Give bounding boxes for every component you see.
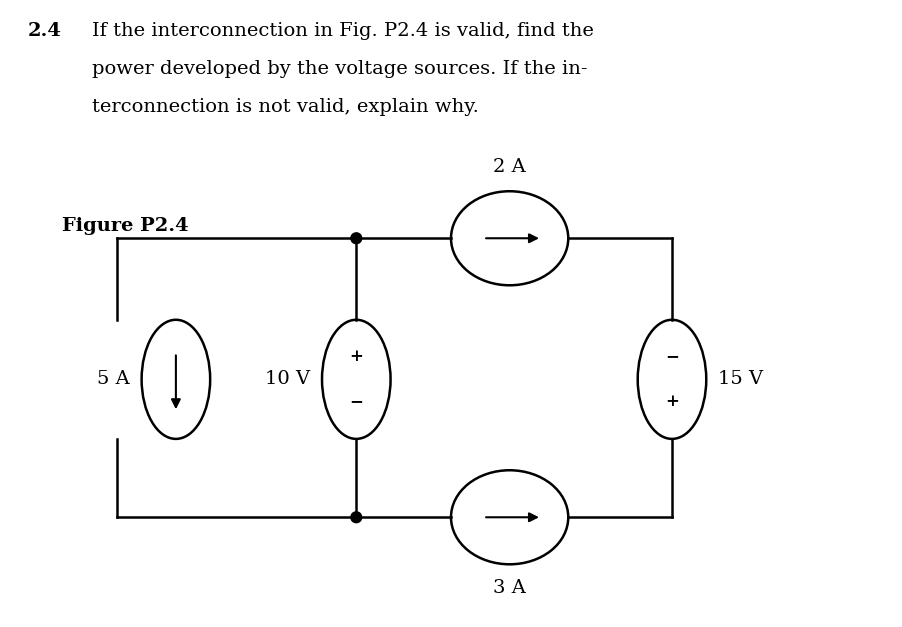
Text: −: − [349, 394, 364, 411]
Text: 3 A: 3 A [493, 579, 526, 598]
Text: +: + [349, 348, 364, 365]
Text: Figure P2.4: Figure P2.4 [62, 217, 189, 235]
Text: 5 A: 5 A [97, 371, 130, 388]
Text: +: + [665, 394, 679, 411]
Text: −: − [665, 348, 679, 365]
Text: 2 A: 2 A [493, 158, 526, 176]
Text: 10 V: 10 V [265, 371, 310, 388]
Text: power developed by the voltage sources. If the in-: power developed by the voltage sources. … [92, 60, 587, 78]
Circle shape [351, 233, 362, 244]
Text: 15 V: 15 V [718, 371, 763, 388]
Text: terconnection is not valid, explain why.: terconnection is not valid, explain why. [92, 98, 479, 116]
Text: 2.4: 2.4 [28, 22, 62, 40]
Text: If the interconnection in Fig. P2.4 is valid, find the: If the interconnection in Fig. P2.4 is v… [92, 22, 594, 40]
Circle shape [351, 512, 362, 523]
